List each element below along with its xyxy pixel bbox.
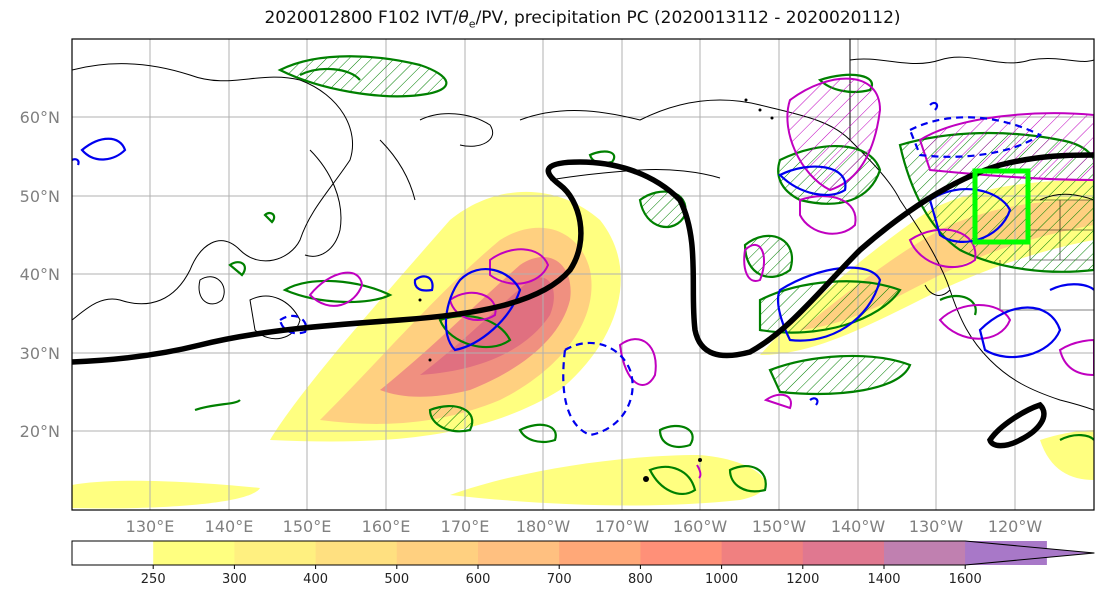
lat-label: 60°N: [20, 108, 60, 127]
colorbar-tick-label: 500: [384, 572, 409, 587]
lon-labels: 130°E 140°E 150°E 160°E 170°E 180°W 170°…: [126, 517, 1043, 536]
colorbar-swatch: [559, 541, 641, 565]
lon-label: 180°W: [516, 517, 571, 536]
colorbar-tick-label: 400: [303, 572, 328, 587]
colorbar-swatch: [234, 541, 317, 565]
lon-label: 120°W: [988, 517, 1043, 536]
map-border: [71, 38, 1095, 511]
islands: [418, 98, 774, 482]
colorbar-tick-label: 1000: [705, 572, 738, 587]
colorbar-tick-label: 300: [222, 572, 247, 587]
lon-label: 160°W: [673, 517, 728, 536]
map-title: 2020012800 F102 IVT/θe/PV, precipitation…: [264, 8, 901, 31]
colorbar-extend-arrow: [965, 541, 1095, 565]
pv-positive-contours: [308, 77, 1094, 479]
lat-label: 30°N: [20, 344, 60, 363]
colorbar-swatch: [721, 541, 804, 565]
lat-labels: 20°N 30°N 40°N 50°N 60°N: [20, 108, 60, 441]
lat-label: 20°N: [20, 422, 60, 441]
lon-label: 130°E: [126, 517, 175, 536]
colorbar-tick-label: 1200: [786, 572, 819, 587]
lat-label: 40°N: [20, 265, 60, 284]
colorbar-swatch: [884, 541, 966, 565]
lon-label: 150°W: [752, 517, 807, 536]
colorbar-swatch: [315, 541, 398, 565]
colorbar-tick-label: 250: [141, 572, 166, 587]
colorbar-tick-label: 800: [628, 572, 653, 587]
colorbar-swatch: [396, 541, 479, 565]
colorbar-outline: [71, 540, 1095, 566]
colorbar-swatch: [72, 541, 154, 565]
colorbar-tick-label: 600: [466, 572, 491, 587]
lon-label: 160°E: [362, 517, 411, 536]
target-region-box: [972, 168, 1031, 245]
colorbar-tick-label: 1600: [949, 572, 982, 587]
lat-label: 50°N: [20, 187, 60, 206]
lon-label: 170°E: [441, 517, 490, 536]
colorbar-swatch: [640, 541, 723, 565]
lon-label: 130°W: [909, 517, 964, 536]
colorbar-tick-label: 700: [547, 572, 572, 587]
colorbar-tick-label: 1400: [867, 572, 900, 587]
jet-contour: [72, 152, 1094, 449]
lon-label: 140°E: [205, 517, 254, 536]
colorbar-swatch: [478, 541, 560, 565]
lon-label: 140°W: [831, 517, 886, 536]
colorbar-swatch: [802, 541, 885, 565]
colorbar: 250 300 400 500 600 700 800 1000 1200 1400 1600: [71, 540, 1095, 587]
map-content: [72, 39, 1094, 510]
colorbar-swatch: [153, 541, 235, 565]
lon-label: 150°E: [283, 517, 332, 536]
lon-label: 170°W: [595, 517, 650, 536]
